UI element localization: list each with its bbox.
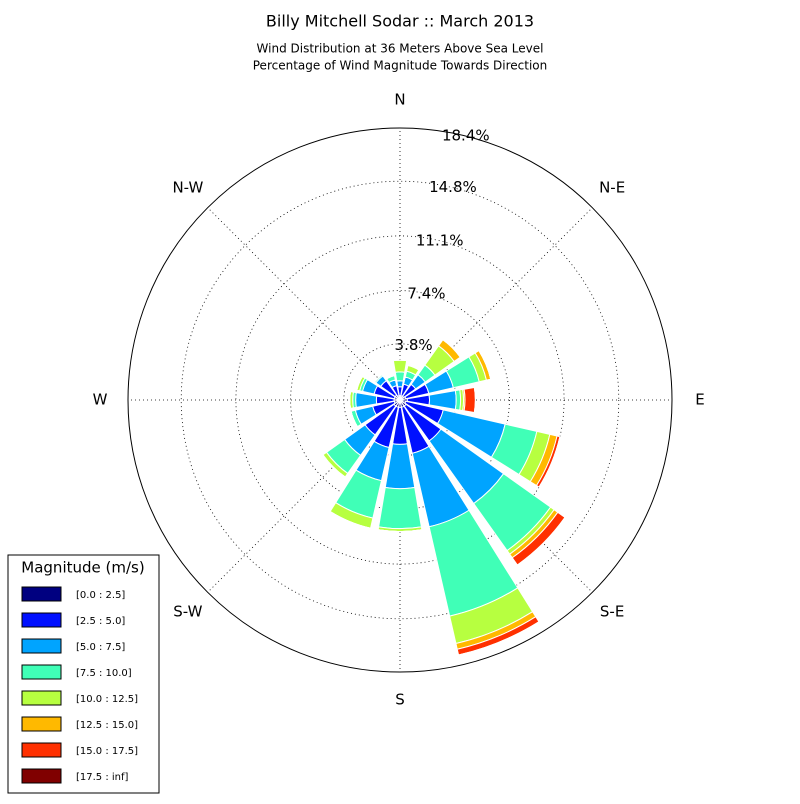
grid-spoke (207, 399, 401, 593)
legend-swatch (21, 612, 62, 628)
legend-swatch (21, 716, 62, 732)
r-tick-label: 14.8% (429, 178, 477, 196)
chart-subtitle: Wind Distribution at 36 Meters Above Sea… (257, 42, 544, 56)
legend-label: [10.0 : 12.5] (76, 694, 138, 705)
direction-label: N-W (172, 178, 203, 196)
wind-segment (378, 486, 422, 530)
grid-spoke (207, 207, 401, 401)
grid-ring (290, 290, 510, 510)
legend-title: Magnitude (m/s) (21, 559, 144, 577)
r-tick-label: 18.4% (442, 127, 490, 145)
direction-label: E (695, 391, 704, 409)
grid-ring (180, 180, 620, 620)
r-tick-label: 3.8% (395, 336, 433, 354)
plot-area: 3.8% 7.4% 11.1% 14.8% 18.4% N N-E E S-E S S-W W N-W (93, 91, 705, 709)
wind-segment (396, 380, 404, 388)
direction-label: N-E (599, 178, 625, 196)
wind-segment (392, 359, 408, 373)
wind-segment (394, 371, 406, 382)
wind-segment (350, 411, 358, 427)
legend-swatch (21, 664, 62, 680)
legend-swatch (21, 690, 62, 706)
legend: Magnitude (m/s) [0.0 : 2.5] [2.5 : 5.0] [5… (7, 554, 160, 794)
chart-subtitle: Percentage of Wind Magnitude Towards Dir… (253, 59, 547, 73)
grid-spoke (399, 207, 593, 401)
direction-label: N (394, 91, 405, 109)
legend-swatch (21, 742, 62, 758)
direction-label: W (93, 391, 108, 409)
wind-segment (473, 387, 476, 413)
outer-circle (127, 127, 673, 673)
legend-label: [2.5 : 5.0] (76, 616, 125, 627)
wind-segment (463, 386, 476, 414)
direction-label: S (395, 691, 405, 709)
wind-segment (407, 364, 420, 371)
wind-segment (478, 350, 492, 380)
legend-label: [7.5 : 10.0] (76, 668, 132, 679)
r-tick-label: 11.1% (416, 231, 464, 249)
direction-label: S-W (173, 603, 202, 621)
wind-segment (378, 529, 422, 532)
wind-segment (458, 621, 540, 656)
wind-segment (393, 359, 407, 362)
direction-label: S-E (600, 603, 624, 621)
legend-label: [5.0 : 7.5] (76, 642, 125, 653)
legend-label: [17.5 : inf] (76, 772, 129, 783)
chart-title: Billy Mitchell Sodar :: March 2013 (266, 12, 534, 31)
legend-label: [12.5 : 15.0] (76, 720, 138, 731)
legend-swatch (21, 768, 62, 784)
legend-swatch (21, 638, 62, 654)
legend-label: [15.0 : 17.5] (76, 746, 138, 757)
wind-segment (517, 517, 566, 566)
r-tick-label: 7.4% (407, 284, 445, 302)
legend-swatch (21, 586, 62, 602)
legend-label: [0.0 : 2.5] (76, 590, 125, 601)
